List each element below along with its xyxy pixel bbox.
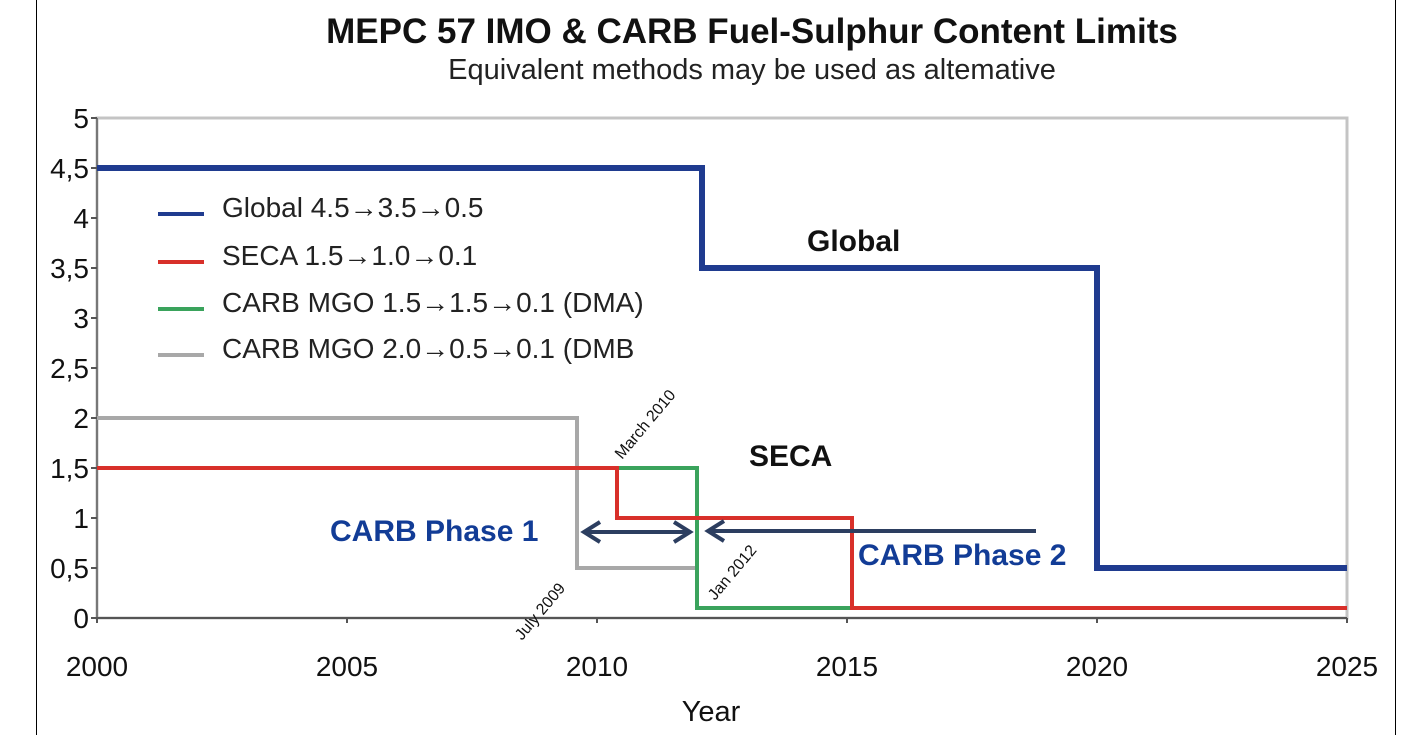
y-axis: 0 0,5 1 1,5 2 2,5 3 3,5 4 4,5 5 xyxy=(50,103,98,634)
x-tick-label: 2025 xyxy=(1316,651,1378,682)
y-tick-label: 2 xyxy=(73,403,89,434)
y-tick-label: 5 xyxy=(73,103,89,134)
y-tick-label: 1 xyxy=(73,503,89,534)
legend-label: CARB MGO 1.5→1.5→0.1 (DMA) xyxy=(222,287,644,318)
annotation-march-2010: March 2010 xyxy=(612,387,679,463)
y-tick-label: 1,5 xyxy=(50,453,89,484)
x-axis: 2000 2005 2010 2015 2020 2025 xyxy=(66,617,1378,682)
annotation-july-2009: July 2009 xyxy=(512,580,569,643)
arrow-carb-phase1 xyxy=(580,520,694,544)
annotation-seca: SECA xyxy=(749,440,832,473)
annotation-carb-phase1: CARB Phase 1 xyxy=(330,515,538,548)
arrow-carb-phase2 xyxy=(704,519,1036,543)
series-layer xyxy=(97,165,1347,610)
legend-label: CARB MGO 2.0→0.5→0.1 (DMB xyxy=(222,333,634,364)
chart-frame xyxy=(36,0,1396,735)
y-tick-label: 4,5 xyxy=(50,153,89,184)
series-line-1 xyxy=(97,466,1347,610)
x-tick-label: 2020 xyxy=(1066,651,1128,682)
x-axis-title: Year xyxy=(682,696,741,728)
annotation-carb-phase2: CARB Phase 2 xyxy=(858,539,1066,572)
legend: Global 4.5→3.5→0.5 SECA 1.5→1.0→0.1 CARB M… xyxy=(158,192,644,364)
y-tick-label: 2,5 xyxy=(50,353,89,384)
x-tick-label: 2015 xyxy=(816,651,878,682)
chart-title: MEPC 57 IMO & CARB Fuel-Sulphur Content … xyxy=(326,12,1178,51)
x-tick-label: 2010 xyxy=(566,651,628,682)
annotation-jan-2012: Jan 2012 xyxy=(705,542,760,603)
series-line-0 xyxy=(97,165,1347,571)
y-tick-label: 3,5 xyxy=(50,253,89,284)
y-tick-label: 3 xyxy=(73,303,89,334)
chart-subtitle: Equivalent methods may be used as altema… xyxy=(448,54,1056,86)
legend-label: SECA 1.5→1.0→0.1 xyxy=(222,240,477,271)
legend-label: Global 4.5→3.5→0.5 xyxy=(222,192,484,223)
y-tick-label: 0,5 xyxy=(50,553,89,584)
y-tick-label: 0 xyxy=(73,603,89,634)
y-tick-label: 4 xyxy=(73,203,89,234)
x-tick-label: 2000 xyxy=(66,651,128,682)
annotation-global: Global xyxy=(807,225,900,258)
x-tick-label: 2005 xyxy=(316,651,378,682)
